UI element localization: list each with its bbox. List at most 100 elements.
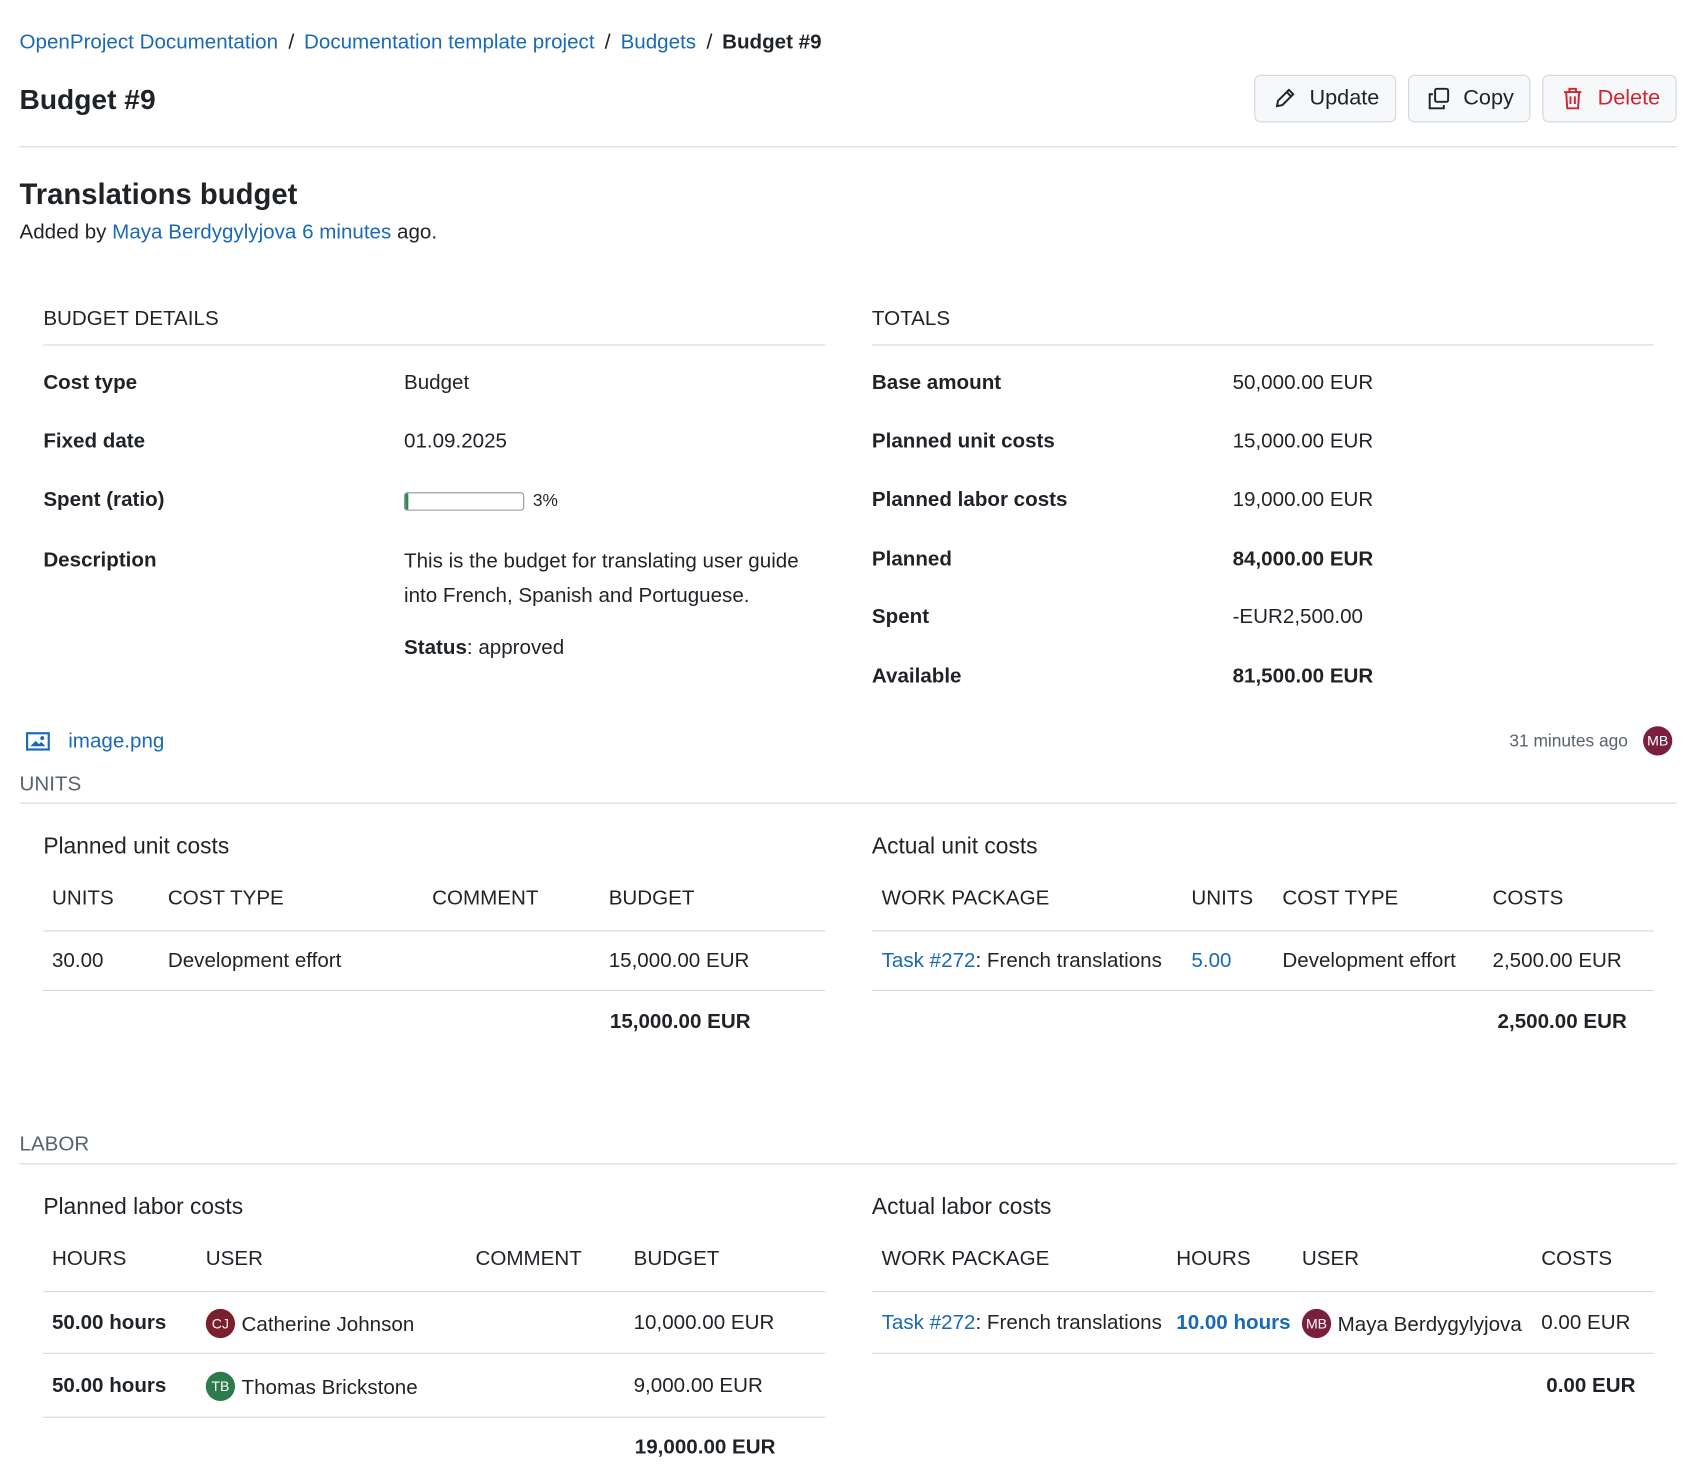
update-label: Update xyxy=(1309,86,1380,110)
description: This is the budget for translating user … xyxy=(403,550,799,608)
column-header: UNITS xyxy=(51,887,114,910)
budget-subject: Translations budget xyxy=(19,178,298,211)
divider xyxy=(19,146,1677,148)
column-header: COMMENT xyxy=(432,887,539,910)
progress-label: 3% xyxy=(532,491,558,511)
column-header: COST TYPE xyxy=(1282,887,1399,910)
column-header: HOURS xyxy=(51,1247,127,1271)
breadcrumb-link[interactable]: Documentation template project xyxy=(304,31,595,55)
ago-text: ago. xyxy=(397,220,438,244)
status: Status: approved xyxy=(404,637,564,661)
cell[interactable]: 10.00 hours xyxy=(1176,1311,1291,1335)
avatar: MB xyxy=(1643,726,1673,756)
column-header: USER xyxy=(205,1247,263,1271)
work-package-cell: Task #272: French translations xyxy=(882,1312,1162,1336)
table-total: 0.00 EUR xyxy=(1546,1374,1636,1398)
total-label: Planned labor costs xyxy=(871,488,1068,512)
section-heading: TOTALS xyxy=(871,307,951,331)
divider xyxy=(43,989,826,992)
cell: Development effort xyxy=(167,949,342,973)
table-title: Planned labor costs xyxy=(43,1194,244,1220)
added-by: Added by Maya Berdygylyjova 6 minutes ag… xyxy=(19,221,437,245)
column-header: COSTS xyxy=(1492,887,1564,910)
total-label: Planned xyxy=(871,548,952,571)
table-title: Planned unit costs xyxy=(43,833,230,859)
divider xyxy=(43,1291,826,1293)
cell: Development effort xyxy=(1282,949,1456,973)
cell: 9,000.00 EUR xyxy=(633,1374,763,1398)
breadcrumb-separator xyxy=(706,33,713,49)
progress-bar xyxy=(403,492,525,511)
work-package-subject: : French translations xyxy=(975,1311,1162,1335)
time-link[interactable]: 6 minutes xyxy=(302,220,392,244)
cell: 50.00 hours xyxy=(51,1311,167,1335)
user-name: Thomas Brickstone xyxy=(241,1376,418,1400)
progress-fill xyxy=(405,493,409,510)
column-header: USER xyxy=(1301,1247,1360,1271)
table-total: 2,500.00 EUR xyxy=(1497,1010,1627,1034)
column-header: BUDGET xyxy=(633,1247,720,1271)
attachment-link[interactable]: image.png xyxy=(68,730,165,753)
cell: 30.00 xyxy=(51,949,104,973)
total-label: Spent xyxy=(871,605,930,629)
page-title: Budget #9 xyxy=(19,82,156,116)
user-name: Catherine Johnson xyxy=(241,1313,415,1337)
cell[interactable]: 5.00 xyxy=(1191,949,1232,973)
detail-value: Budget xyxy=(403,371,470,395)
status-label: Status xyxy=(403,636,467,660)
work-package-link[interactable]: Task #272 xyxy=(881,949,976,973)
table-total: 15,000.00 EUR xyxy=(609,1010,751,1034)
delete-label: Delete xyxy=(1597,86,1661,110)
divider xyxy=(871,1291,1654,1293)
column-header: BUDGET xyxy=(608,887,695,910)
attachment-time: 31 minutes ago xyxy=(1509,732,1628,751)
table-title: Actual labor costs xyxy=(871,1194,1052,1220)
image-icon xyxy=(25,732,50,751)
copy-button[interactable]: Copy xyxy=(1408,74,1531,123)
detail-label: Cost type xyxy=(43,371,138,395)
cell: 2,500.00 EUR xyxy=(1492,949,1622,973)
work-package-link[interactable]: Task #272 xyxy=(881,1311,976,1335)
total-value: 15,000.00 EUR xyxy=(1232,429,1374,453)
breadcrumb-link[interactable]: Budgets xyxy=(620,31,697,55)
detail-label: Spent (ratio) xyxy=(43,488,165,512)
total-label: Available xyxy=(871,665,962,688)
column-header: COST TYPE xyxy=(167,887,284,910)
total-value: 50,000.00 EUR xyxy=(1232,371,1374,395)
divider xyxy=(19,1163,1677,1165)
breadcrumb-link[interactable]: OpenProject Documentation xyxy=(19,31,279,55)
section-heading: LABOR xyxy=(19,1132,90,1156)
total-value: 19,000.00 EUR xyxy=(1232,488,1374,512)
cell: 0.00 EUR xyxy=(1541,1311,1631,1335)
total-value: 84,000.00 EUR xyxy=(1232,548,1374,571)
cell: 10,000.00 EUR xyxy=(633,1311,775,1335)
divider xyxy=(871,930,1654,932)
avatar: TB xyxy=(205,1371,236,1401)
total-value: 81,500.00 EUR xyxy=(1232,665,1374,688)
divider xyxy=(871,344,1654,346)
column-header: WORK PACKAGE xyxy=(881,887,1050,910)
cell: 50.00 hours xyxy=(51,1374,167,1398)
status-value: : approved xyxy=(466,636,565,660)
work-package-cell: Task #272: French translations xyxy=(882,950,1162,974)
section-heading: BUDGET DETAILS xyxy=(43,307,219,331)
column-header: COMMENT xyxy=(475,1247,582,1271)
update-button[interactable]: Update xyxy=(1254,74,1397,123)
detail-value: 01.09.2025 xyxy=(403,429,507,453)
total-label: Base amount xyxy=(871,371,1002,395)
section-heading: UNITS xyxy=(19,773,82,797)
table-title: Actual unit costs xyxy=(871,833,1038,859)
author-link[interactable]: Maya Berdygylyjova xyxy=(112,220,297,244)
divider xyxy=(43,1352,826,1354)
divider xyxy=(871,1352,1654,1354)
table-total: 19,000.00 EUR xyxy=(634,1436,776,1459)
avatar: CJ xyxy=(205,1308,236,1339)
divider xyxy=(871,989,1654,992)
detail-label: Description xyxy=(43,549,157,572)
delete-icon xyxy=(1563,87,1582,110)
breadcrumb: OpenProject Documentation Documentation t… xyxy=(19,31,821,55)
avatar: MB xyxy=(1301,1308,1332,1339)
delete-button[interactable]: Delete xyxy=(1542,74,1677,123)
column-header: HOURS xyxy=(1176,1247,1251,1271)
